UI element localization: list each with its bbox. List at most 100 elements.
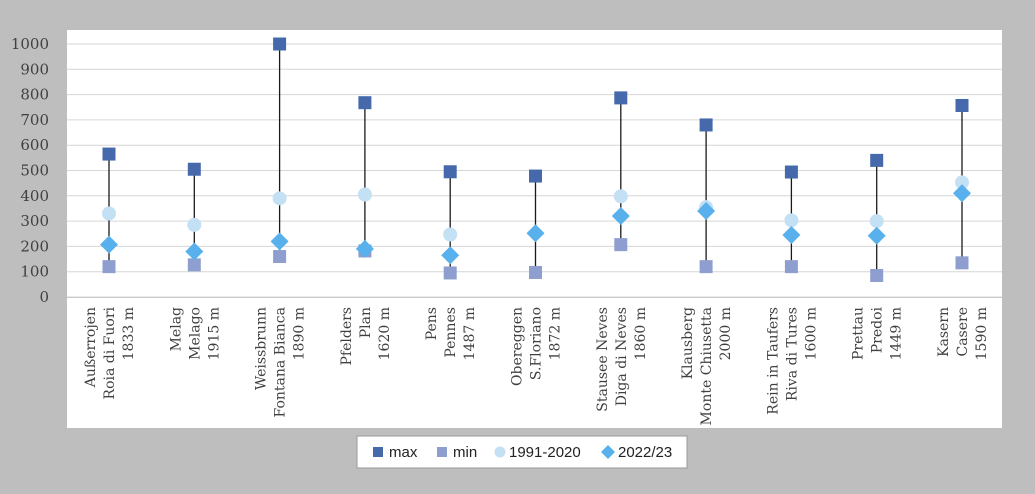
y-axis-ticks: 0 100 200 300 400 500 600 700 800 900 1000 [11, 35, 49, 306]
y-tick-label: 0 [39, 288, 49, 306]
point-max [955, 98, 969, 112]
x-tick-label: 1833 m [121, 307, 137, 360]
point-max [102, 147, 116, 161]
point-2022-23 [782, 226, 801, 245]
x-tick-label: Kasern [936, 307, 952, 357]
point-max [443, 165, 457, 179]
x-tick-label: Diga di Neves [614, 307, 630, 406]
legend-label-max: max [389, 444, 418, 461]
point-min [273, 250, 287, 264]
point-1991-2020 [272, 191, 287, 206]
point-max [187, 162, 201, 176]
point-min [699, 260, 713, 274]
x-tick-label: Prettau [851, 307, 867, 360]
point-1991-2020 [955, 175, 969, 190]
legend-marker-min [437, 447, 447, 457]
y-tick-label: 800 [20, 86, 49, 104]
legend-marker-2022-23 [601, 445, 615, 459]
point-1991-2020 [613, 189, 628, 204]
x-tick-label: Casere [955, 307, 971, 357]
x-tick-label: Rein in Taufers [765, 307, 781, 415]
point-2022-23 [100, 235, 118, 254]
point-min [187, 258, 201, 272]
category-label-area [67, 298, 1002, 428]
x-tick-label: 1487 m [462, 307, 478, 360]
x-tick-label: Obereggen [510, 307, 526, 386]
point-1991-2020 [784, 213, 799, 228]
legend: max min 1991-2020 2022/23 [356, 435, 688, 469]
legend-label-min: min [453, 444, 477, 461]
legend-marker-max [373, 447, 383, 457]
point-2022-23 [697, 201, 716, 220]
x-tick-label: 1620 m [377, 307, 393, 360]
point-1991-2020 [187, 217, 202, 232]
point-min [443, 266, 457, 280]
x-tick-label: S.Floriano [529, 307, 545, 380]
x-tick-label: Stausee Neves [595, 307, 611, 412]
x-tick-label: 1449 m [889, 307, 905, 360]
x-tick-label: Predoi [870, 306, 886, 353]
point-min [614, 238, 628, 252]
point-2022-23 [355, 239, 374, 258]
x-tick-label: Weissbrunn [254, 307, 270, 390]
point-2022-23 [270, 232, 289, 251]
legend-label-1991-2020: 1991-2020 [509, 444, 581, 461]
y-tick-label: 100 [20, 263, 49, 281]
x-tick-label: 1915 m [206, 307, 222, 360]
y-tick-label: 400 [20, 187, 49, 205]
x-tick-label: Fontana Bianca [273, 307, 289, 418]
point-1991-2020 [869, 214, 884, 229]
x-tick-label: Plan [358, 307, 374, 338]
point-max [529, 169, 542, 183]
y-tick-label: 300 [20, 212, 49, 230]
point-min [102, 260, 116, 274]
y-tick-label: 200 [20, 237, 49, 255]
point-2022-23 [526, 224, 545, 243]
point-1991-2020 [357, 187, 372, 202]
y-tick-label: 1000 [11, 35, 49, 53]
point-2022-23 [867, 226, 886, 245]
x-tick-label: 1590 m [974, 307, 990, 360]
x-tick-label: 1600 m [803, 307, 819, 360]
x-tick-label: Monte Chiusetta [699, 307, 715, 425]
y-tick-label: 900 [20, 60, 49, 78]
point-max [358, 96, 372, 110]
legend-box [356, 435, 688, 469]
point-min [784, 260, 798, 274]
x-tick-label: Melag [168, 307, 184, 351]
x-tick-label: 2000 m [718, 307, 734, 360]
x-tick-label: 1872 m [548, 307, 564, 360]
x-tick-label: 1890 m [292, 307, 308, 360]
data-markers [100, 37, 971, 282]
x-tick-label: Pennes [443, 307, 459, 358]
point-min [870, 268, 884, 282]
x-tick-label: Pfelders [339, 307, 355, 366]
x-tick-label: Roia di Fuori [102, 306, 118, 399]
y-tick-label: 500 [20, 162, 49, 180]
point-max [870, 153, 884, 167]
point-min [529, 265, 542, 279]
point-2022-23 [953, 184, 971, 203]
legend-marker-1991-2020 [494, 446, 506, 458]
legend-label-2022-23: 2022/23 [618, 444, 672, 461]
point-max [614, 91, 628, 105]
x-tick-label: Melago [187, 307, 203, 360]
point-min [955, 256, 969, 270]
x-tick-label: Außerrojen [83, 307, 99, 388]
point-2022-23 [441, 246, 460, 265]
x-tick-label: 1860 m [633, 307, 649, 360]
point-2022-23 [611, 207, 630, 226]
point-max [273, 37, 287, 51]
point-1991-2020 [443, 227, 458, 242]
point-max [699, 118, 713, 132]
point-2022-23 [185, 242, 204, 261]
point-1991-2020 [102, 206, 116, 221]
y-tick-label: 600 [20, 136, 49, 154]
plot-area [67, 30, 1002, 297]
x-tick-label: Riva di Tures [784, 307, 800, 401]
y-tick-label: 700 [20, 111, 49, 129]
x-axis-labels: Außerrojen Roia di Fuori 1833 m Melag Melago… [83, 306, 990, 425]
point-max [784, 165, 798, 179]
x-tick-label: Klausberg [680, 307, 696, 379]
